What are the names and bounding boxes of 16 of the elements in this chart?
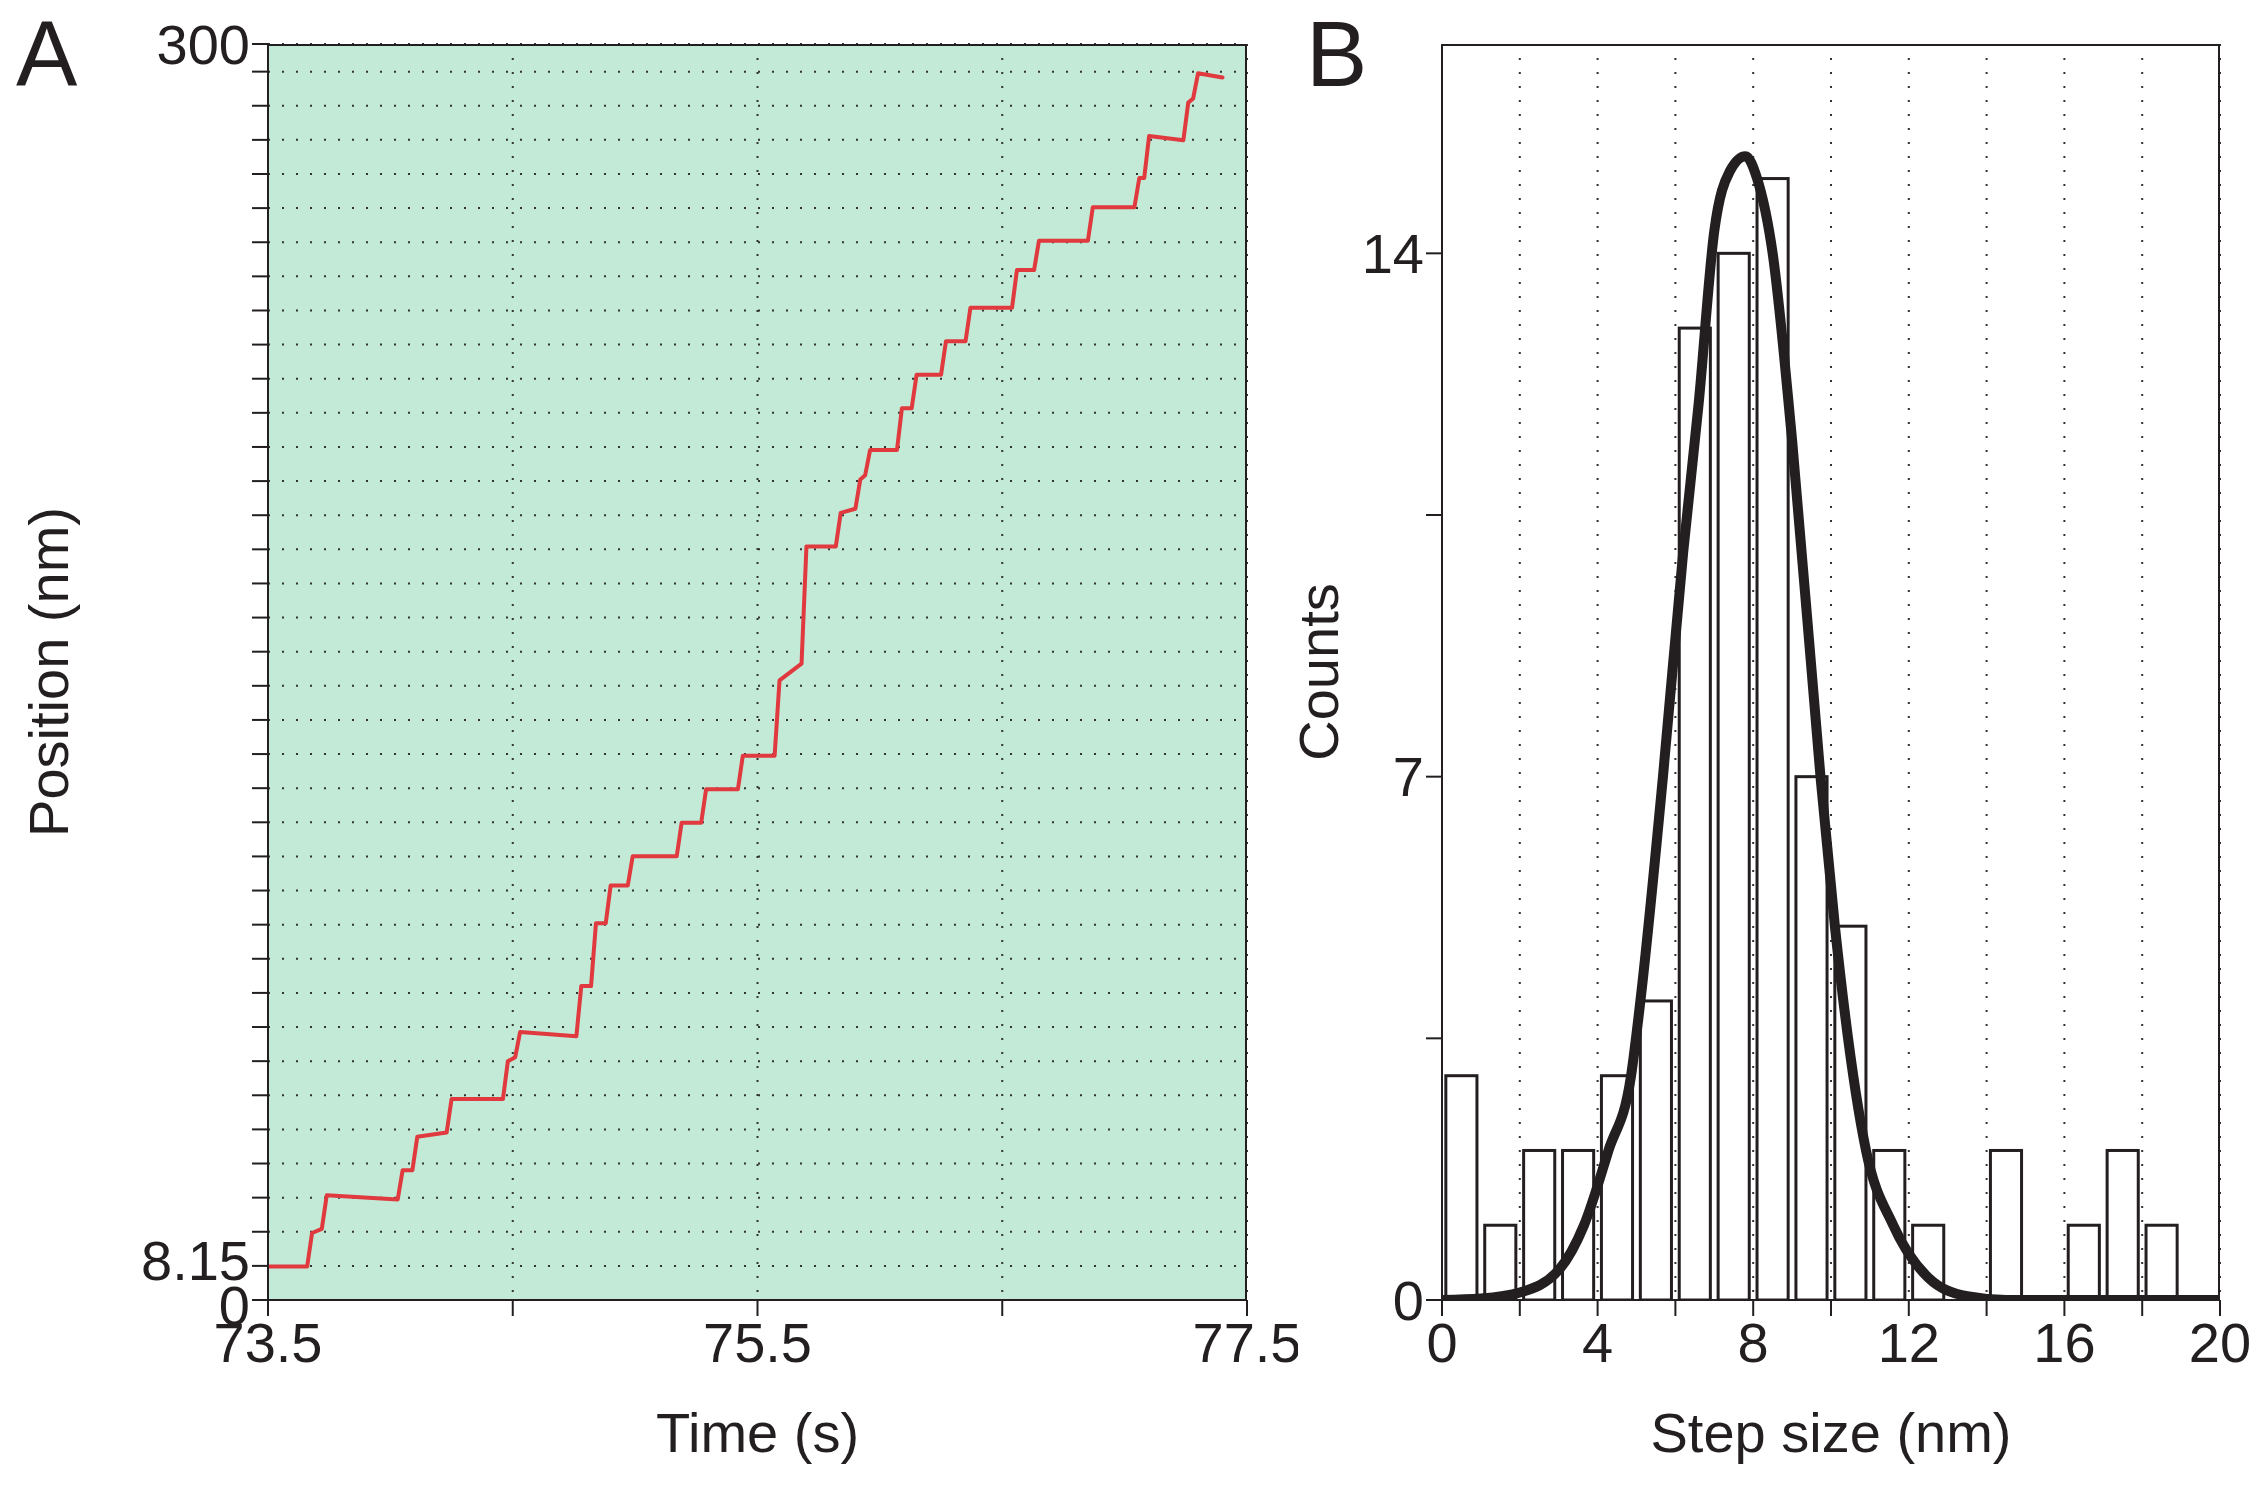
x-tick-label: 16 (2033, 1310, 2096, 1374)
y-tick-label: 0 (1392, 1268, 1424, 1332)
y-axis-title: Position (nm) (16, 507, 80, 837)
y-axis-title: Counts (1286, 583, 1350, 761)
x-tick-label: 12 (1877, 1310, 1940, 1374)
x-tick-label: 8 (1737, 1310, 1769, 1374)
y-tick-label: 7 (1392, 745, 1424, 809)
x-axis-title: Time (s) (655, 1401, 860, 1464)
y-tick-label: 14 (1361, 221, 1424, 285)
x-tick-label: 20 (2188, 1310, 2252, 1374)
x-tick-label: 75.5 (703, 1310, 812, 1374)
y-tick-label: 300 (156, 12, 250, 76)
x-axis-title: Step size (nm) (1650, 1401, 2012, 1464)
chart-title: A (16, 3, 78, 105)
x-tick-label: 4 (1582, 1310, 1614, 1374)
chart-title: B (1306, 3, 1368, 105)
